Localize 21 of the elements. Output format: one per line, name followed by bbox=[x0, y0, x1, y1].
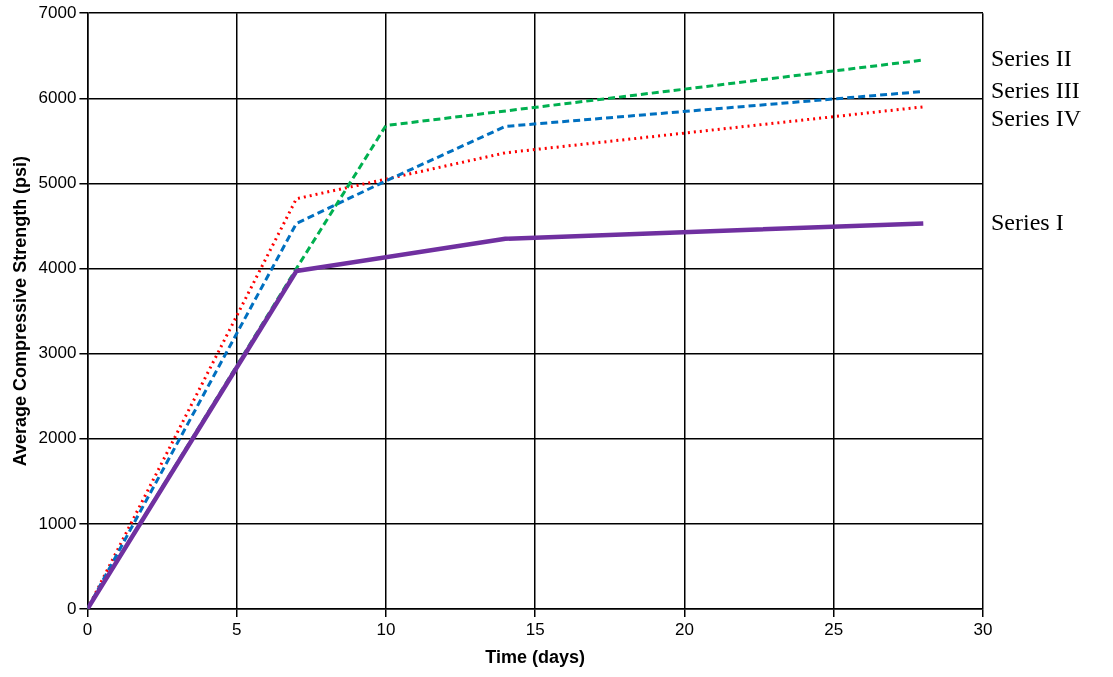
text: Series IV bbox=[991, 104, 1082, 131]
y-axis-title: Average Compressive Strength (psi) bbox=[9, 155, 30, 467]
y-tick-label: 7000 bbox=[38, 2, 77, 22]
y-tick-label: 6000 bbox=[38, 88, 77, 107]
y-tick-label: 5000 bbox=[38, 173, 77, 193]
text: Series I bbox=[991, 208, 1064, 235]
x-axis-title: Time (days) bbox=[485, 647, 586, 668]
y-tick-label: 3000 bbox=[38, 343, 77, 363]
x-tick-label: 5 bbox=[231, 619, 242, 639]
text: Series III bbox=[991, 76, 1080, 103]
y-tick-label: 2000 bbox=[38, 428, 77, 448]
y-tick-label: 1000 bbox=[38, 513, 77, 533]
x-tick-label: 0 bbox=[82, 619, 93, 639]
y-tick-label: 0 bbox=[66, 598, 77, 618]
text: Series II bbox=[991, 45, 1072, 72]
x-tick-label: 25 bbox=[824, 619, 844, 639]
x-tick-label: 10 bbox=[376, 619, 396, 639]
y-tick-label: 4000 bbox=[38, 258, 77, 278]
x-tick-label: 30 bbox=[973, 619, 993, 639]
x-tick-label: 15 bbox=[525, 619, 545, 639]
x-tick-label: 20 bbox=[675, 619, 694, 639]
